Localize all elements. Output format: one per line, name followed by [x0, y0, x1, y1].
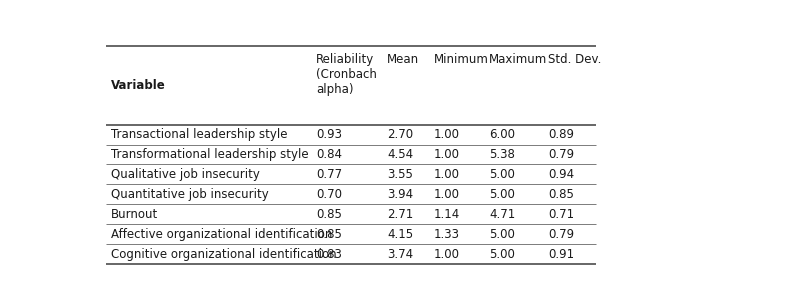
Text: 0.89: 0.89 [548, 128, 574, 141]
Text: 0.79: 0.79 [548, 148, 574, 161]
Text: 4.71: 4.71 [490, 208, 516, 221]
Text: 6.00: 6.00 [490, 128, 515, 141]
Text: 1.00: 1.00 [434, 168, 459, 181]
Text: 1.00: 1.00 [434, 148, 459, 161]
Text: Quantitative job insecurity: Quantitative job insecurity [111, 188, 269, 201]
Text: 4.54: 4.54 [387, 148, 413, 161]
Text: 0.83: 0.83 [316, 248, 342, 261]
Text: 5.00: 5.00 [490, 228, 515, 241]
Text: 2.70: 2.70 [387, 128, 413, 141]
Text: 0.94: 0.94 [548, 168, 574, 181]
Text: Reliability
(Cronbach
alpha): Reliability (Cronbach alpha) [316, 53, 377, 95]
Text: 1.00: 1.00 [434, 248, 459, 261]
Text: 1.33: 1.33 [434, 228, 459, 241]
Text: 1.00: 1.00 [434, 128, 459, 141]
Text: 0.77: 0.77 [316, 168, 342, 181]
Text: Variable: Variable [111, 79, 166, 92]
Text: 0.85: 0.85 [316, 228, 342, 241]
Text: 0.93: 0.93 [316, 128, 342, 141]
Text: 5.38: 5.38 [490, 148, 515, 161]
Text: Minimum: Minimum [434, 53, 489, 66]
Text: 3.55: 3.55 [387, 168, 413, 181]
Text: Transformational leadership style: Transformational leadership style [111, 148, 309, 161]
Text: Transactional leadership style: Transactional leadership style [111, 128, 288, 141]
Text: 0.70: 0.70 [316, 188, 342, 201]
Text: 0.85: 0.85 [548, 188, 574, 201]
Text: Qualitative job insecurity: Qualitative job insecurity [111, 168, 260, 181]
Text: Mean: Mean [387, 53, 419, 66]
Text: 5.00: 5.00 [490, 168, 515, 181]
Text: Maximum: Maximum [490, 53, 548, 66]
Text: 1.00: 1.00 [434, 188, 459, 201]
Text: 3.94: 3.94 [387, 188, 413, 201]
Text: 0.79: 0.79 [548, 228, 574, 241]
Text: 2.71: 2.71 [387, 208, 414, 221]
Text: 0.85: 0.85 [316, 208, 342, 221]
Text: 5.00: 5.00 [490, 248, 515, 261]
Text: Std. Dev.: Std. Dev. [548, 53, 602, 66]
Text: 0.84: 0.84 [316, 148, 342, 161]
Text: 0.71: 0.71 [548, 208, 574, 221]
Text: 0.91: 0.91 [548, 248, 574, 261]
Text: 5.00: 5.00 [490, 188, 515, 201]
Text: 3.74: 3.74 [387, 248, 413, 261]
Text: 1.14: 1.14 [434, 208, 460, 221]
Text: Burnout: Burnout [111, 208, 158, 221]
Text: 4.15: 4.15 [387, 228, 413, 241]
Text: Cognitive organizational identification: Cognitive organizational identification [111, 248, 337, 261]
Text: Affective organizational identification: Affective organizational identification [111, 228, 333, 241]
